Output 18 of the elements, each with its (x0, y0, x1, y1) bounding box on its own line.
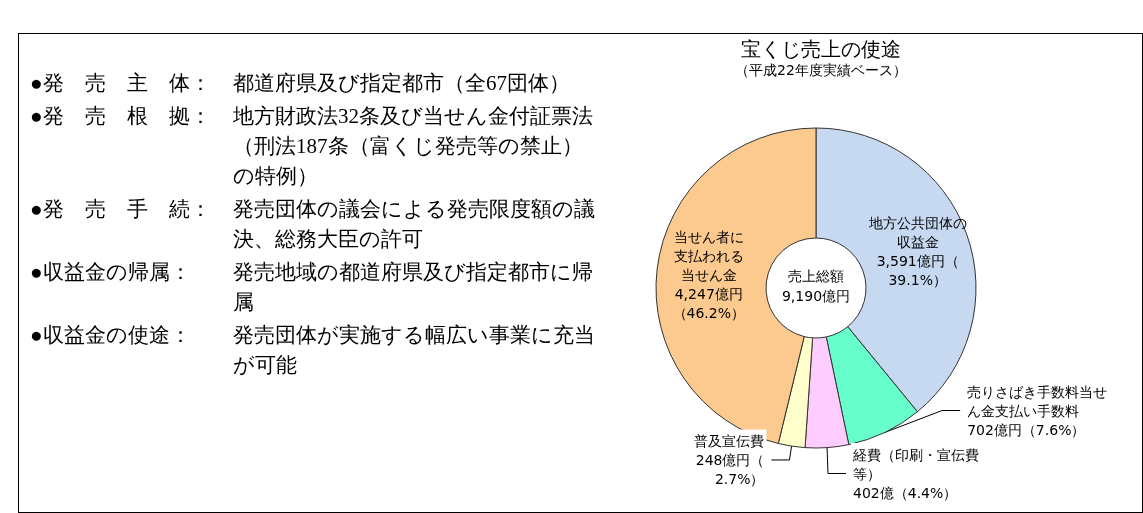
slice-label: 地方公共団体の収益金 (867, 215, 967, 251)
text: ●収益金の帰属：発売地域の都道府県及び指定都市に帰属 (30, 260, 593, 314)
slice-label: 売りさばき手数料当せん金支払い手数料 (967, 383, 1108, 419)
text: ●収益金の使途：発売団体が実施する幅広い事業に充当が可能 (30, 323, 595, 377)
data-label: 4,247億円（46.2%） (672, 286, 746, 322)
slice-label: 当せん者に支払われる当せん金 (673, 229, 744, 284)
data-label: 248億円（2.7%） (695, 451, 765, 487)
text: ●発 売 根 拠：地方財政法32条及び当せん金付証票法（刑法187条（富くじ発売等の禁止）の特例） (30, 103, 594, 190)
data-label: 402億（4.4%） (853, 484, 958, 501)
chart-subtitle: （平成22年度実績ベース） (735, 62, 907, 78)
text: 売上総額 9,190億円 (781, 268, 851, 304)
slice-label: 経費（印刷・宣伝費等） (852, 446, 980, 482)
chart-title: 宝くじ売上の使途 (741, 37, 901, 61)
data-label: 702億円（7.6%） (967, 421, 1086, 438)
text: ●発 売 手 続：発売団体の議会による発売限度額の議決、総務大臣の許可 (30, 196, 596, 253)
data-label: 3,591億円（39.1%） (876, 253, 959, 289)
slice-label: 普及宣伝費 (694, 432, 765, 449)
text: ●発 売 主 体：都道府県及び指定都市（全67団体） (30, 70, 571, 97)
